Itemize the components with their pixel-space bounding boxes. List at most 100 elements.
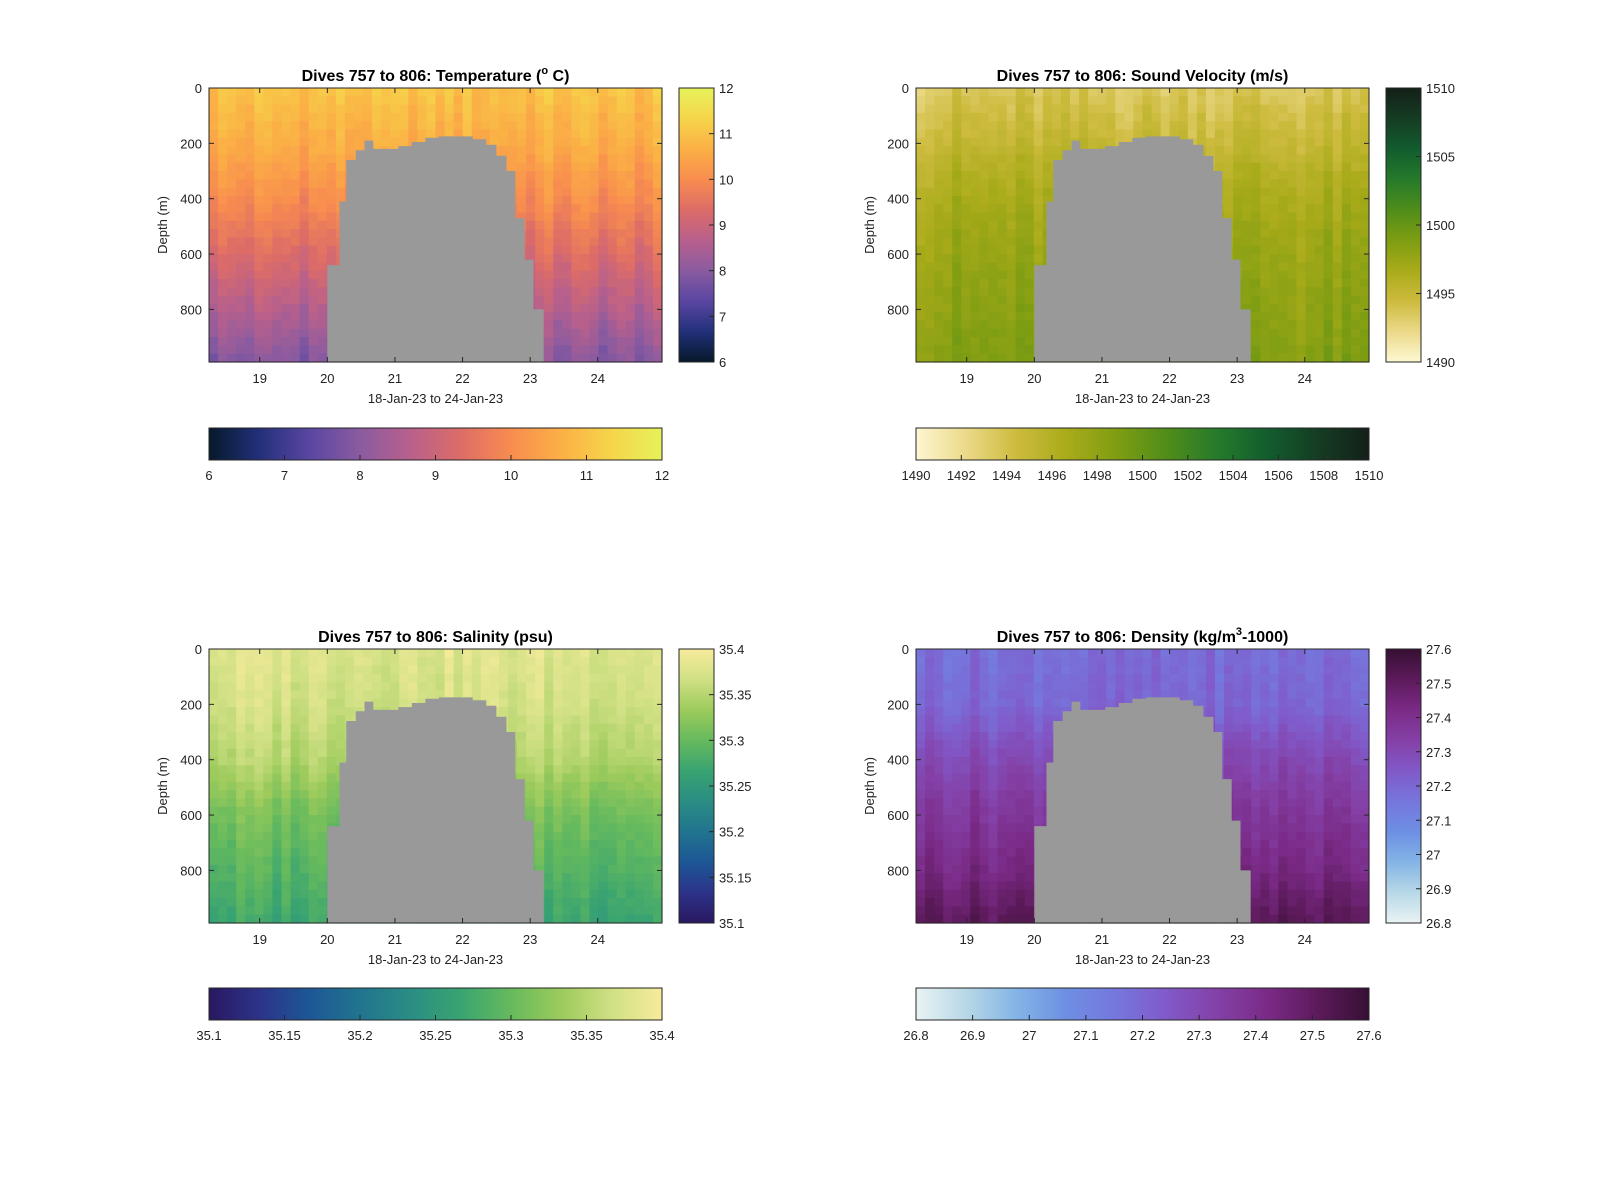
heatmap-cell <box>535 839 545 849</box>
heatmap-cell <box>498 96 509 106</box>
heatmap-cell <box>1269 328 1279 338</box>
heatmap-cell <box>1006 287 1017 297</box>
heatmap-cell <box>1033 112 1044 122</box>
heatmap-cell <box>1160 121 1171 131</box>
heatmap-cell <box>1051 129 1062 139</box>
heatmap-cell <box>308 262 319 272</box>
heatmap-cell <box>616 353 627 363</box>
heatmap-cell <box>925 345 935 355</box>
heatmap-cell <box>1006 129 1017 139</box>
heatmap-cell <box>263 889 274 899</box>
heatmap-cell <box>571 88 582 97</box>
heatmap-cell <box>571 732 582 741</box>
heatmap-cell <box>1314 245 1325 255</box>
heatmap-cell <box>952 237 962 247</box>
heatmap-cell <box>553 864 563 874</box>
heatmap-cell <box>1314 112 1325 122</box>
heatmap-cell <box>227 649 237 658</box>
heatmap-cell <box>616 881 627 891</box>
heatmap-cell <box>1015 229 1026 239</box>
heatmap-cell <box>616 204 627 214</box>
heatmap-cell <box>344 690 355 700</box>
heatmap-cell <box>1341 204 1352 214</box>
heatmap-cell <box>209 245 219 255</box>
heatmap-cell <box>308 715 319 725</box>
heatmap-cell <box>571 137 582 147</box>
heatmap-cell <box>209 270 219 280</box>
heatmap-cell <box>1060 121 1071 131</box>
heatmap-cell <box>1287 278 1298 288</box>
heatmap-cell <box>1205 104 1216 114</box>
heatmap-cell <box>925 245 935 255</box>
heatmap-cell <box>245 732 255 741</box>
heatmap-cell <box>480 649 491 658</box>
heatmap-cell <box>308 707 319 717</box>
heatmap-cell <box>616 873 627 883</box>
heatmap-cell <box>589 698 600 708</box>
heatmap-cell <box>254 823 264 833</box>
heatmap-cell <box>589 129 600 139</box>
heatmap-cell <box>281 245 292 255</box>
heatmap-cell <box>1060 137 1071 147</box>
heatmap-cell <box>227 732 237 741</box>
heatmap-cell <box>1350 328 1361 338</box>
heatmap-cell <box>1296 337 1307 346</box>
heatmap-cell <box>236 831 246 841</box>
heatmap-cell <box>1278 312 1289 322</box>
heatmap-cell <box>535 732 545 741</box>
heatmap-cell <box>299 337 310 346</box>
heatmap-cell <box>299 229 310 239</box>
chart-title-text: Dives 757 to 806: Sound Velocity (m/s) <box>997 68 1289 85</box>
heatmap-cell <box>997 245 1008 255</box>
heatmap-cell <box>507 112 518 122</box>
heatmap-cell <box>589 137 600 147</box>
heatmap-cell <box>299 312 310 322</box>
heatmap-cell <box>625 848 636 858</box>
heatmap-cell <box>236 707 246 717</box>
heatmap-cell <box>1233 162 1243 172</box>
heatmap-cell <box>308 96 319 106</box>
heatmap-cell <box>1287 220 1298 230</box>
heatmap-cell <box>209 856 219 866</box>
heatmap-cell <box>1006 195 1017 205</box>
heatmap-cell <box>1341 220 1352 230</box>
heatmap-cell <box>263 96 274 106</box>
heatmap-cell <box>544 212 554 222</box>
heatmap-cell <box>1332 278 1343 288</box>
heatmap-cell <box>290 104 301 114</box>
heatmap-cell <box>607 881 618 891</box>
heatmap-cell <box>916 337 926 346</box>
heatmap-cell <box>1242 245 1252 255</box>
heatmap-cell <box>580 856 591 866</box>
heatmap-cell <box>263 873 274 883</box>
heatmap-cell <box>236 748 246 758</box>
heatmap-cell <box>1332 171 1343 180</box>
heatmap-cell <box>245 328 255 338</box>
heatmap-cell <box>1106 96 1116 106</box>
heatmap-cell <box>1341 303 1352 313</box>
heatmap-cell <box>254 682 264 692</box>
heatmap-cell <box>553 665 563 675</box>
heatmap-cell <box>426 657 437 667</box>
heatmap-cell <box>1015 320 1026 330</box>
heatmap-cell <box>308 798 319 808</box>
heatmap-cell <box>317 162 328 172</box>
heatmap-cell <box>1287 154 1298 164</box>
heatmap-cell <box>544 798 554 808</box>
heatmap-cell <box>535 740 545 750</box>
heatmap-cell <box>616 312 627 322</box>
heatmap-cell <box>553 914 563 924</box>
heatmap-cell <box>1106 129 1116 139</box>
heatmap-cell <box>979 262 990 272</box>
heatmap-cell <box>1214 129 1225 139</box>
heatmap-cell <box>498 137 509 147</box>
heatmap-cell <box>934 179 944 189</box>
heatmap-cell <box>526 732 536 741</box>
heatmap-cell <box>236 187 246 197</box>
heatmap-cell <box>399 665 409 675</box>
heatmap-cell <box>562 237 572 247</box>
heatmap-cell <box>1305 287 1316 297</box>
heatmap-cell <box>317 914 328 924</box>
heatmap-cell <box>916 112 926 122</box>
